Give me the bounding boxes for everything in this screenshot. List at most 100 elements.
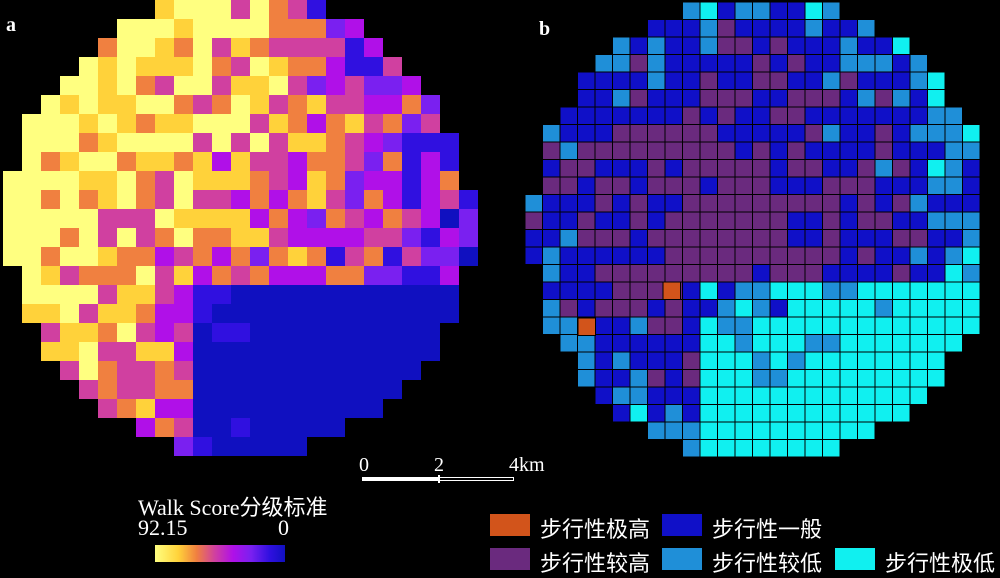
score-cell: [60, 152, 79, 171]
score-cell: [345, 361, 364, 380]
class-cell: [769, 316, 788, 335]
class-cell: [647, 281, 666, 300]
class-cell: [752, 281, 771, 300]
score-cell: [326, 171, 345, 190]
score-cell: [307, 209, 326, 228]
class-cell: [682, 316, 701, 335]
class-cell: [612, 211, 631, 230]
class-cell: [612, 334, 631, 353]
score-cell: [345, 380, 364, 399]
class-cell: [594, 194, 613, 213]
class-cell: [857, 281, 876, 300]
score-cell: [440, 190, 459, 209]
class-cell: [804, 124, 823, 143]
class-cell: [559, 159, 578, 178]
score-cell: [136, 380, 155, 399]
class-cell: [752, 89, 771, 108]
score-cell: [364, 209, 383, 228]
class-cell: [699, 229, 718, 248]
class-cell: [682, 89, 701, 108]
score-cell: [117, 114, 136, 133]
score-cell: [440, 247, 459, 266]
class-cell: [822, 19, 841, 38]
class-cell: [612, 404, 631, 423]
class-cell: [594, 106, 613, 125]
class-cell: [892, 106, 911, 125]
score-cell: [231, 95, 250, 114]
score-cell: [155, 323, 174, 342]
class-cell: [857, 211, 876, 230]
score-cell: [98, 190, 117, 209]
score-cell: [117, 76, 136, 95]
class-cell: [944, 176, 963, 195]
class-cell: [647, 194, 666, 213]
score-cell: [136, 114, 155, 133]
score-cell: [364, 76, 383, 95]
class-cell: [612, 36, 631, 55]
score-cell: [136, 190, 155, 209]
score-cell: [402, 342, 421, 361]
class-cell: [612, 316, 631, 335]
score-cell: [174, 209, 193, 228]
class-cell: [787, 1, 806, 20]
score-cell: [288, 95, 307, 114]
score-cell: [22, 133, 41, 152]
class-cell: [682, 194, 701, 213]
class-cell: [769, 386, 788, 405]
legend-swatch: [490, 514, 530, 536]
score-cell: [212, 76, 231, 95]
class-cell: [612, 159, 631, 178]
score-cell: [174, 418, 193, 437]
class-cell: [559, 124, 578, 143]
class-cell: [629, 316, 648, 335]
score-cell: [440, 304, 459, 323]
score-cell: [155, 380, 174, 399]
class-cell: [874, 71, 893, 90]
class-cell: [682, 54, 701, 73]
score-cell: [231, 418, 250, 437]
score-cell: [155, 133, 174, 152]
class-cell: [874, 54, 893, 73]
class-cell: [787, 229, 806, 248]
class-cell: [734, 194, 753, 213]
score-cell: [402, 304, 421, 323]
class-cell: [874, 176, 893, 195]
class-cell: [734, 106, 753, 125]
score-cell: [155, 38, 174, 57]
score-cell: [250, 190, 269, 209]
class-cell: [647, 386, 666, 405]
class-cell: [612, 89, 631, 108]
score-cell: [41, 95, 60, 114]
score-cell: [98, 304, 117, 323]
class-cell: [664, 54, 683, 73]
class-cell: [664, 194, 683, 213]
class-cell: [734, 89, 753, 108]
score-cell: [288, 247, 307, 266]
score-cell: [383, 76, 402, 95]
class-cell: [892, 229, 911, 248]
class-cell: [612, 124, 631, 143]
class-cell: [962, 211, 981, 230]
class-cell: [752, 124, 771, 143]
class-cell: [682, 299, 701, 318]
class-cell: [804, 176, 823, 195]
score-cell: [79, 380, 98, 399]
class-cell: [769, 439, 788, 458]
score-cell: [60, 76, 79, 95]
class-cell: [769, 141, 788, 160]
class-cell: [717, 264, 736, 283]
class-cell: [682, 369, 701, 388]
score-cell: [60, 190, 79, 209]
class-cell: [822, 334, 841, 353]
score-cell: [193, 0, 212, 19]
class-cell: [892, 316, 911, 335]
class-cell: [577, 106, 596, 125]
score-cell: [155, 76, 174, 95]
class-cell: [909, 54, 928, 73]
class-cell: [769, 351, 788, 370]
legend-item-label: 步行性较高: [540, 552, 651, 577]
class-cell: [699, 36, 718, 55]
class-cell: [839, 176, 858, 195]
class-cell: [682, 1, 701, 20]
score-cell: [269, 342, 288, 361]
